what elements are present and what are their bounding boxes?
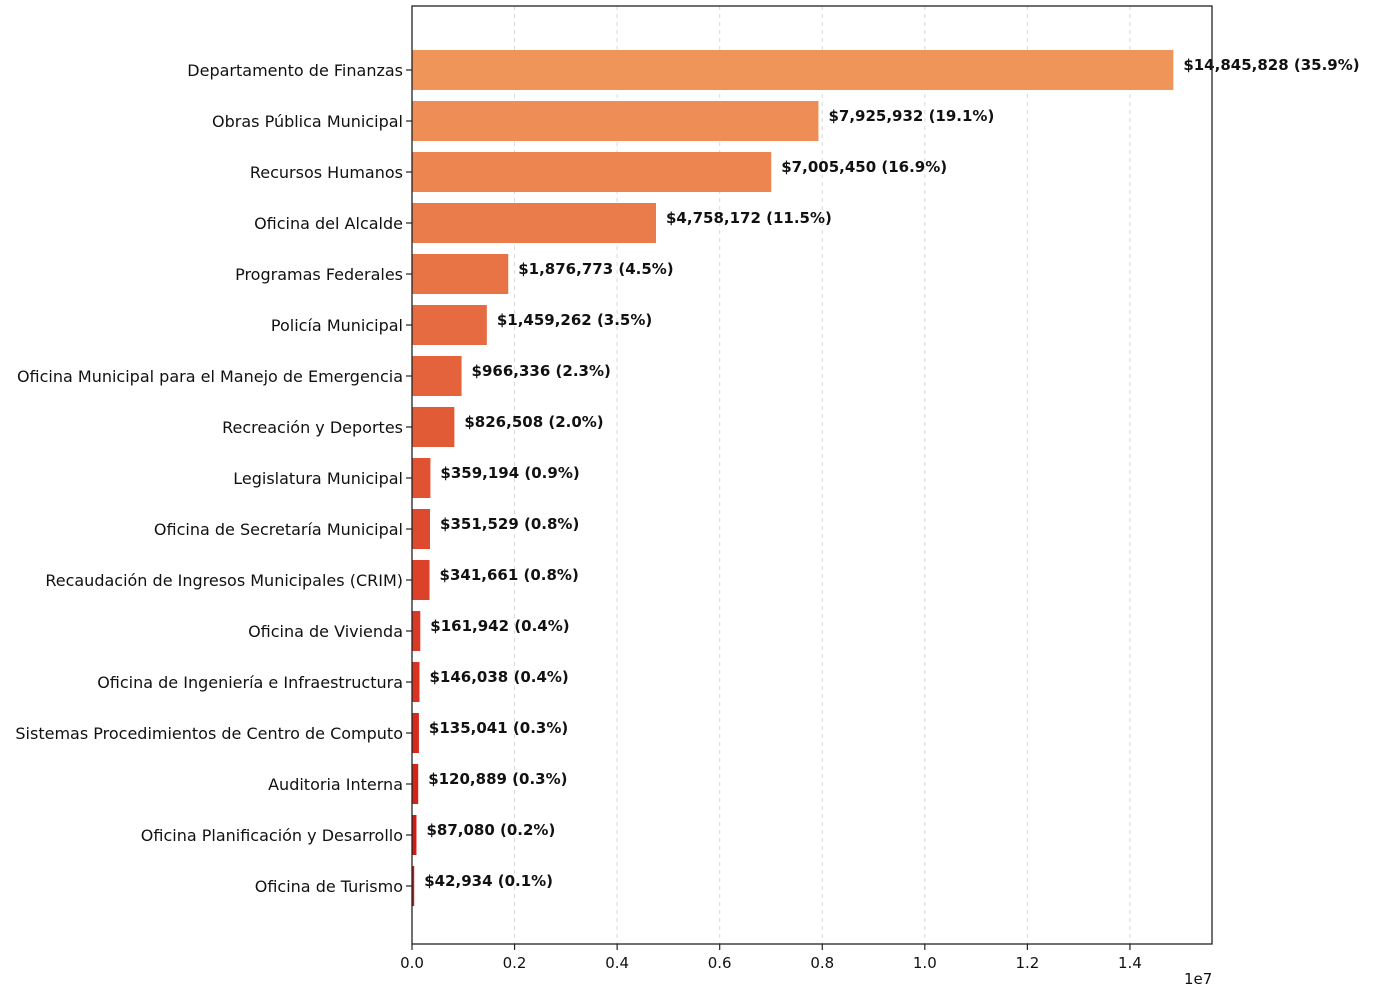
data-label: $161,942 (0.4%) (430, 617, 569, 635)
x-tick-label: 1.4 (1118, 954, 1142, 972)
category-label: Oficina de Ingeniería e Infraestructura (97, 673, 403, 692)
x-tick-label: 0.4 (605, 954, 629, 972)
bar (412, 509, 431, 549)
x-tick-label: 1.0 (913, 954, 937, 972)
category-label: Oficina del Alcalde (254, 214, 403, 233)
category-label: Recreación y Deportes (222, 418, 403, 437)
x-axis-offset-label: 1e7 (1184, 970, 1212, 988)
value-labels: $14,845,828 (35.9%) $7,925,932 (19.1%) $7,… (424, 56, 1359, 890)
category-label: Oficina Planificación y Desarrollo (141, 826, 403, 845)
data-label: $7,925,932 (19.1%) (828, 107, 994, 125)
category-label: Sistemas Procedimientos de Centro de Com… (15, 724, 403, 743)
data-label: $966,336 (2.3%) (472, 362, 611, 380)
bar (412, 305, 487, 345)
bars (412, 50, 1174, 906)
bar (412, 866, 415, 906)
bar (412, 203, 657, 243)
grid-lines (514, 6, 1131, 944)
category-label: Oficina de Vivienda (248, 622, 403, 641)
bar (412, 407, 455, 447)
category-label: Oficina de Turismo (255, 877, 403, 896)
data-label: $120,889 (0.3%) (428, 770, 567, 788)
plot-frame (411, 5, 1213, 945)
data-label: $826,508 (2.0%) (464, 413, 603, 431)
category-label: Obras Pública Municipal (212, 112, 403, 131)
data-label: $4,758,172 (11.5%) (666, 209, 832, 227)
x-tick-label: 0.0 (400, 954, 424, 972)
data-label: $7,005,450 (16.9%) (781, 158, 947, 176)
category-labels: Departamento de Finanzas Obras Pública Mu… (15, 61, 412, 896)
bar (412, 611, 421, 651)
data-label: $1,459,262 (3.5%) (497, 311, 652, 329)
bar (412, 254, 509, 294)
data-label: $359,194 (0.9%) (440, 464, 579, 482)
data-label: $351,529 (0.8%) (440, 515, 579, 533)
x-tick-label: 1.2 (1015, 954, 1039, 972)
bar (412, 764, 419, 804)
category-label: Recursos Humanos (250, 163, 403, 182)
data-label: $146,038 (0.4%) (429, 668, 568, 686)
x-tick-label: 0.2 (503, 954, 527, 972)
data-label: $14,845,828 (35.9%) (1183, 56, 1359, 74)
bar (412, 458, 431, 498)
category-label: Policía Municipal (271, 316, 403, 335)
data-label: $42,934 (0.1%) (424, 872, 553, 890)
x-tick-label: 0.6 (708, 954, 732, 972)
data-label: $87,080 (0.2%) (426, 821, 555, 839)
bar (412, 50, 1174, 90)
category-label: Programas Federales (235, 265, 403, 284)
bar (412, 713, 419, 753)
category-label: Auditoria Interna (268, 775, 403, 794)
bar (412, 101, 819, 141)
data-label: $135,041 (0.3%) (429, 719, 568, 737)
category-label: Recaudación de Ingresos Municipales (CRI… (45, 571, 403, 590)
bar (412, 815, 417, 855)
category-label: Oficina de Secretaría Municipal (154, 520, 403, 539)
data-label: $341,661 (0.8%) (440, 566, 579, 584)
bar (412, 356, 462, 396)
x-axis-ticks: 0.0 0.2 0.4 0.6 0.8 1.0 1.2 1.4 (400, 944, 1142, 972)
x-tick-label: 0.8 (810, 954, 834, 972)
category-label: Legislatura Municipal (233, 469, 403, 488)
category-label: Oficina Municipal para el Manejo de Emer… (17, 367, 403, 386)
bar (412, 560, 430, 600)
bar (412, 152, 772, 192)
data-label: $1,876,773 (4.5%) (518, 260, 673, 278)
category-label: Departamento de Finanzas (187, 61, 403, 80)
bar (412, 662, 420, 702)
